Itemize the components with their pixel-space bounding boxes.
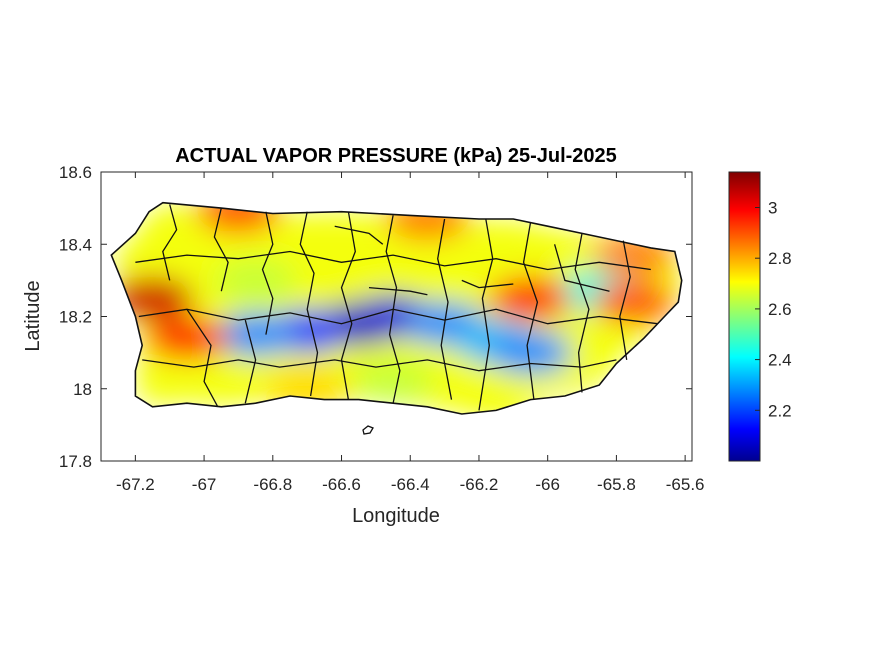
x-tick-label: -67 [192, 475, 217, 494]
municipality-boundary [340, 211, 356, 400]
map-area [100, 171, 693, 462]
colorbar-gradient [728, 171, 761, 462]
caja-de-muertos-island [362, 425, 374, 435]
x-tick-label: -66.6 [322, 475, 361, 494]
x-axis-label: Longitude [352, 505, 440, 527]
municipality-boundary [368, 286, 428, 296]
x-axis: -67.2 -67 -66.8 -66.6 -66.4 -66.2 -66 -65.8 -65.… [116, 172, 705, 494]
vapor-pressure-field [111, 202, 682, 414]
chart-title: ACTUAL VAPOR PRESSURE (kPa) 25-Jul-2025 [175, 145, 617, 167]
municipality-boundary [619, 240, 631, 361]
coastline [110, 201, 683, 415]
municipality-boundary [334, 225, 384, 245]
field-blob [214, 312, 297, 357]
colorbar-tick-label: 2.4 [768, 351, 792, 370]
x-tick-label: -66.4 [391, 475, 430, 494]
x-tick-label: -65.8 [597, 475, 636, 494]
colorbar: 2.2 2.4 2.6 2.8 3 [728, 171, 792, 462]
y-tick-label: 17.8 [59, 452, 92, 471]
x-tick-label: -67.2 [116, 475, 155, 494]
municipality-boundary [461, 279, 514, 289]
field-blob [145, 316, 229, 360]
x-tick-label: -65.6 [666, 475, 705, 494]
municipality-boundary [244, 319, 257, 404]
municipality-boundary [261, 211, 274, 335]
colorbar-tick-label: 3 [768, 198, 777, 217]
colorbar-ticks: 2.2 2.4 2.6 2.8 3 [755, 198, 792, 420]
municipality-boundary [385, 215, 401, 404]
municipality-boundary [138, 308, 658, 325]
colorbar-tick-label: 2.2 [768, 401, 792, 420]
municipality-boundary [135, 250, 651, 271]
municipality-boundary [553, 244, 610, 292]
y-axis: 17.8 18 18.2 18.4 18.6 [59, 163, 692, 471]
municipality-boundary [142, 359, 617, 372]
field-blob [489, 330, 572, 375]
municipality-boundary [213, 207, 229, 292]
x-tick-label: -66.8 [253, 475, 292, 494]
field-blob [592, 280, 675, 324]
colorbar-tick-label: 2.6 [768, 300, 792, 319]
y-tick-label: 18.2 [59, 308, 92, 327]
y-axis-label: Latitude [22, 280, 44, 351]
field-blob [214, 258, 297, 303]
municipality-boundary [186, 308, 219, 408]
colorbar-tick-label: 2.8 [768, 249, 792, 268]
field-blob [489, 276, 572, 321]
x-tick-label: -66.2 [460, 475, 499, 494]
field-blob [351, 359, 435, 404]
municipality-boundary [162, 204, 178, 281]
y-tick-label: 18.6 [59, 163, 92, 182]
x-tick-label: -66 [535, 475, 560, 494]
municipality-boundary [299, 211, 319, 397]
municipality-boundaries [135, 204, 658, 411]
y-tick-label: 18 [73, 380, 92, 399]
y-tick-label: 18.4 [59, 235, 92, 254]
municipality-boundary [478, 218, 494, 411]
municipality-boundary [574, 233, 590, 393]
